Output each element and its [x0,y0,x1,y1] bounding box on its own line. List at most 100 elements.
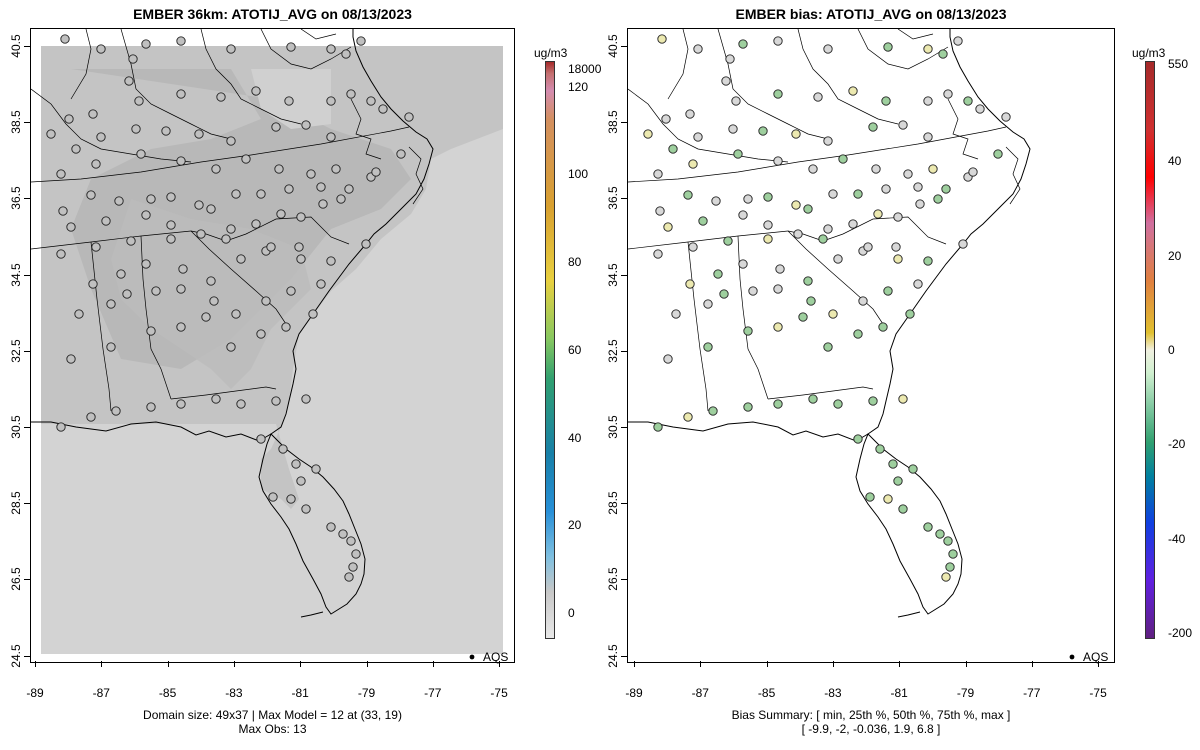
right-site-marker [943,89,953,99]
left-state-boundary [170,386,277,400]
left-site-marker [266,242,276,252]
right-colorbar-label: 20 [1168,249,1182,263]
right-map-title: EMBER bias: ATOTIJ_AVG on 08/13/2023 [735,6,1007,22]
left-site-marker [141,39,151,49]
left-x-tick-3: -83 [225,686,243,700]
right-colorbar [1145,61,1155,639]
left-site-marker [286,42,296,52]
right-site-marker [848,86,858,96]
left-site-marker [351,549,361,559]
left-site-marker [341,49,351,59]
left-site-marker [86,412,96,422]
left-site-marker [74,309,84,319]
right-state-boundary [628,88,789,163]
right-x-tick-mark [1098,661,1100,667]
right-site-marker [655,206,665,216]
right-y-tick-5: 30.5 [606,415,620,439]
right-colorbar-label: 0 [1168,343,1175,357]
left-site-marker [404,112,414,122]
left-site-marker [211,394,221,404]
left-site-marker [331,164,341,174]
left-colorbar-label: 40 [568,431,582,445]
right-colorbar-label: 550 [1168,57,1189,71]
right-site-marker [905,309,915,319]
right-coastline [628,29,1031,442]
left-colorbar-label: 18000 [568,62,602,76]
left-y-tick-mark [24,198,30,200]
left-legend-marker [469,654,475,660]
right-site-marker [908,464,918,474]
left-x-tick-1: -87 [92,686,110,700]
right-x-tick-5: -79 [956,686,975,700]
right-site-marker [688,242,698,252]
right-site-marker [748,286,758,296]
right-state-boundary [767,386,874,400]
right-site-marker [773,284,783,294]
left-y-tick-mark [24,655,30,657]
left-site-marker [361,239,371,249]
left-site-marker [371,167,381,177]
left-site-marker [66,222,76,232]
left-site-marker [274,164,284,174]
right-site-marker [773,89,783,99]
right-site-marker [993,149,1003,159]
left-site-marker [326,96,336,106]
right-site-marker [685,109,695,119]
right-site-marker [945,562,955,572]
left-site-marker [286,286,296,296]
left-y-tick-mark [24,503,30,505]
left-legend-label: AQS [483,650,509,664]
left-site-marker [176,399,186,409]
left-state-boundary [190,216,350,245]
left-site-marker [284,184,294,194]
left-x-tick-mark [101,661,103,667]
left-site-marker [64,114,74,124]
left-x-tick-2: -85 [158,686,177,700]
right-colorbar-label: -40 [1168,532,1186,546]
right-site-marker [688,159,698,169]
left-state-boundary [120,29,232,140]
left-x-tick-mark [432,661,434,667]
right-site-marker [663,222,673,232]
left-site-marker [226,44,236,54]
left-site-marker [278,444,288,454]
left-site-marker [226,224,236,234]
right-site-marker [878,322,888,332]
right-site-marker [828,189,838,199]
right-site-marker [923,132,933,142]
right-y-tick-mark [621,198,627,200]
left-site-marker [122,289,132,299]
right-site-marker [923,522,933,532]
left-y-tick-2: 36.5 [9,186,23,211]
left-x-tick-mark [300,661,302,667]
right-state-boundary [787,230,884,325]
left-site-marker [46,129,56,139]
right-site-marker [685,279,695,289]
right-site-marker [891,242,901,252]
left-y-tick-mark [24,579,30,581]
right-site-marker [928,164,938,174]
left-site-marker [261,296,271,306]
left-y-tick-mark [24,350,30,352]
left-site-marker [111,406,121,416]
left-x-tick-7: -75 [490,686,508,700]
right-site-marker [713,269,723,279]
left-site-marker [396,149,406,159]
right-site-marker [893,254,903,264]
right-site-marker [898,394,908,404]
left-site-marker [176,89,186,99]
right-site-marker [863,242,873,252]
right-y-tick-mark [621,122,627,124]
right-state-boundary [787,216,947,245]
right-site-marker [833,254,843,264]
left-site-marker [176,322,186,332]
left-site-marker [346,536,356,546]
right-x-tick-mark [634,661,635,667]
left-map-canvas [31,29,503,660]
left-site-marker [178,264,188,274]
left-site-marker [326,256,336,266]
left-site-marker [176,284,186,294]
right-map-canvas [628,29,1075,660]
right-site-marker [898,504,908,514]
left-colorbar-label: 80 [568,255,582,269]
